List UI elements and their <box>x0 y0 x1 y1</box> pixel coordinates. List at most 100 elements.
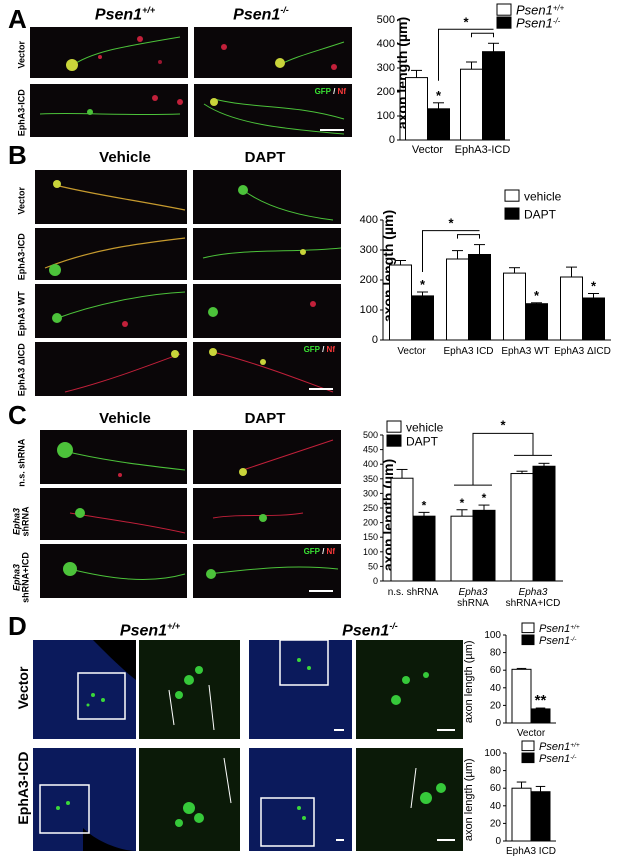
y-tick-label: 80 <box>490 648 502 659</box>
significance-bracket <box>472 432 534 486</box>
legend-swatch <box>386 420 402 433</box>
scale-bar-d-4 <box>437 839 455 841</box>
micrograph-b-vehicle-vector <box>35 170 187 224</box>
col-title-a-2: Psen1-/- <box>233 5 289 24</box>
micrograph-b-dapt-wt <box>193 284 341 338</box>
col-title-b-1: Vehicle <box>99 149 151 166</box>
col-title-d-2: Psen1-/- <box>342 621 398 640</box>
micrograph-b-dapt-icd <box>193 228 341 280</box>
legend-label: Psen1+/+ <box>516 3 565 18</box>
micrograph-c-vehicle-sh <box>40 488 187 540</box>
legend-swatch <box>521 740 535 752</box>
stain-legend-a: GFP / Nf <box>314 87 346 96</box>
bar <box>532 465 556 582</box>
micrograph-a-ko-vector <box>194 27 352 78</box>
y-tick-label: 0 <box>495 718 501 729</box>
legend-label: DAPT <box>406 435 439 449</box>
bar <box>503 272 526 341</box>
significance-bracket <box>438 28 494 81</box>
micrograph-d-wt-icd-overview <box>33 748 136 851</box>
y-tick-label: 350 <box>363 474 378 484</box>
bar <box>450 515 474 582</box>
y-tick-label: 0 <box>373 576 378 586</box>
chart-d2-ylabel: axon length (µm) <box>463 758 476 842</box>
bar <box>530 708 551 724</box>
panel-label-d: D <box>8 611 27 641</box>
row-label-a-vector: Vector <box>16 40 27 69</box>
bar <box>390 477 414 582</box>
chart-d2: 0 20 40 60 80 100 EphA3 ICD Psen1+/+Psen1-/- <box>484 740 580 857</box>
significance-star: * <box>422 498 427 512</box>
legend-swatch <box>496 16 512 29</box>
row-label-a-ephaicd: EphA3-ICD <box>16 89 27 137</box>
micrograph-d-ko-icd-overview <box>249 748 352 851</box>
legend-swatch <box>521 752 535 764</box>
y-tick-label: 100 <box>363 547 378 557</box>
bar <box>411 295 434 341</box>
scale-bar-c <box>309 590 333 592</box>
micrograph-a-ko-icd: GFP / Nf <box>194 84 352 137</box>
scale-bar-d-1 <box>334 729 344 731</box>
chart-d1-ylabel: axon length (µm) <box>463 640 476 724</box>
y-tick-label: 450 <box>363 445 378 455</box>
panel-label-c: C <box>8 400 27 430</box>
micrograph-b-vehicle-icd <box>35 228 187 280</box>
significance-star: * <box>591 279 597 294</box>
y-tick-label: 200 <box>377 86 395 98</box>
y-tick-label: 100 <box>484 748 501 759</box>
panel-label-b: B <box>8 140 27 170</box>
bar <box>482 51 505 141</box>
category-label: EphA3 ICD <box>506 846 556 857</box>
y-tick-label: 300 <box>360 244 378 256</box>
significance-star: ** <box>535 692 547 709</box>
legend-label: Psen1+/+ <box>539 623 580 635</box>
legend-swatch <box>504 207 520 220</box>
category-label: EphA3 WT <box>501 346 549 357</box>
category-label: EphA3 ΔICD <box>554 346 611 357</box>
y-tick-label: 200 <box>363 518 378 528</box>
stain-legend-b: GFP / Nf <box>303 345 335 354</box>
micrograph-c-dapt-shicd: GFP / Nf <box>193 544 341 598</box>
y-tick-label: 60 <box>490 665 502 676</box>
legend-swatch <box>521 622 535 634</box>
significance-bracket <box>422 230 480 272</box>
chart-a: 0 100 200 300 400 500 * Vector EphA3-ICD Psen1+/+… <box>377 3 565 157</box>
micrograph-d-wt-vector-overview <box>33 640 136 739</box>
row-label-b-4: EphA3 ΔICD <box>16 343 27 397</box>
y-tick-label: 0 <box>495 836 501 847</box>
category-label: Vector <box>397 346 426 357</box>
row-label-d-2: EphA3-ICD <box>15 751 31 825</box>
y-tick-label: 100 <box>360 304 378 316</box>
bar <box>427 108 450 141</box>
legend-label: Psen1-/- <box>516 16 561 31</box>
legend-label: Psen1+/+ <box>539 741 580 753</box>
significance-bracket <box>457 234 480 239</box>
micrograph-d-ko-vector-zoom <box>356 640 463 739</box>
y-tick-label: 80 <box>490 766 502 777</box>
micrograph-d-wt-icd-zoom <box>139 748 240 851</box>
col-title-c-1: Vehicle <box>99 410 151 427</box>
significance-bracket <box>471 32 494 38</box>
y-tick-label: 400 <box>360 214 378 226</box>
stain-legend-c: GFP / Nf <box>303 547 335 556</box>
y-tick-label: 40 <box>490 683 502 694</box>
legend-label: vehicle <box>524 190 562 204</box>
legend-swatch <box>521 634 535 646</box>
y-tick-label: 500 <box>363 430 378 440</box>
bar <box>472 509 496 582</box>
y-tick-label: 400 <box>377 38 395 50</box>
legend-label: DAPT <box>524 208 557 222</box>
category-label: Vector <box>517 728 546 739</box>
bar <box>511 668 532 724</box>
category-label: Vector <box>412 144 444 156</box>
y-tick-label: 500 <box>377 14 395 26</box>
y-tick-label: 200 <box>360 274 378 286</box>
chart-d1: 0 20 40 60 80 100 ** Vector Psen1+/+Psen1-/- <box>484 622 580 739</box>
bar <box>560 276 583 341</box>
scale-bar-a <box>320 129 344 131</box>
row-label-b-3: EphA3 WT <box>16 291 27 337</box>
bar <box>510 473 534 582</box>
category-label: EphA3-ICD <box>455 144 511 156</box>
significance-star: * <box>420 277 426 292</box>
significance-star: * <box>436 88 442 103</box>
